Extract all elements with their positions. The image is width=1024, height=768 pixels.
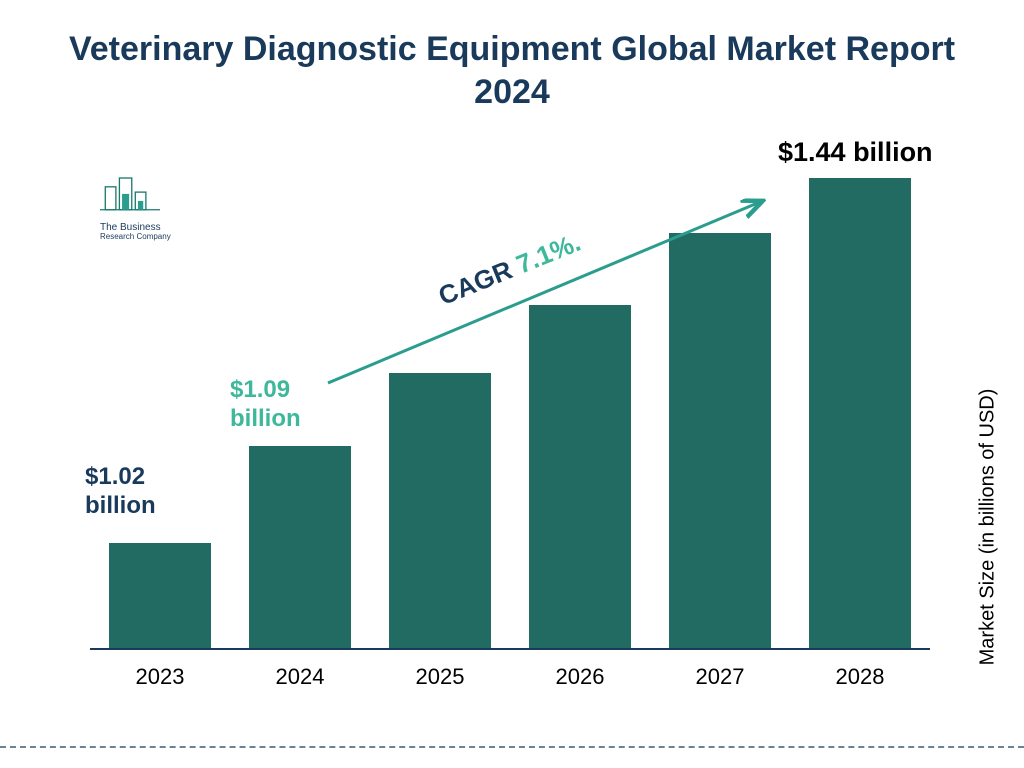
bar-2025 xyxy=(389,373,491,648)
bar-slot xyxy=(790,178,930,648)
x-label: 2024 xyxy=(230,656,370,690)
bar-slot xyxy=(650,233,790,648)
bar-2026 xyxy=(529,305,631,648)
chart-title: Veterinary Diagnostic Equipment Global M… xyxy=(62,28,962,113)
bar-slot xyxy=(230,446,370,648)
x-label: 2023 xyxy=(90,656,230,690)
x-label: 2025 xyxy=(370,656,510,690)
footer-divider xyxy=(0,746,1024,748)
y-axis-label: Market Size (in billions of USD) xyxy=(977,389,1000,666)
bar-2027 xyxy=(669,233,771,648)
value-label-2028: $1.44 billion xyxy=(778,136,933,168)
x-label: 2026 xyxy=(510,656,650,690)
bar-2023 xyxy=(109,543,211,648)
bar-2028 xyxy=(809,178,911,648)
x-label: 2028 xyxy=(790,656,930,690)
bar-2024 xyxy=(249,446,351,648)
bar-slot xyxy=(90,543,230,648)
bars-container xyxy=(90,180,930,650)
value-label-2023: $1.02 billion xyxy=(85,463,156,521)
bar-slot xyxy=(510,305,650,648)
x-axis-labels: 202320242025202620272028 xyxy=(90,656,930,690)
value-label-2024: $1.09 billion xyxy=(230,376,301,434)
x-label: 2027 xyxy=(650,656,790,690)
bar-slot xyxy=(370,373,510,648)
